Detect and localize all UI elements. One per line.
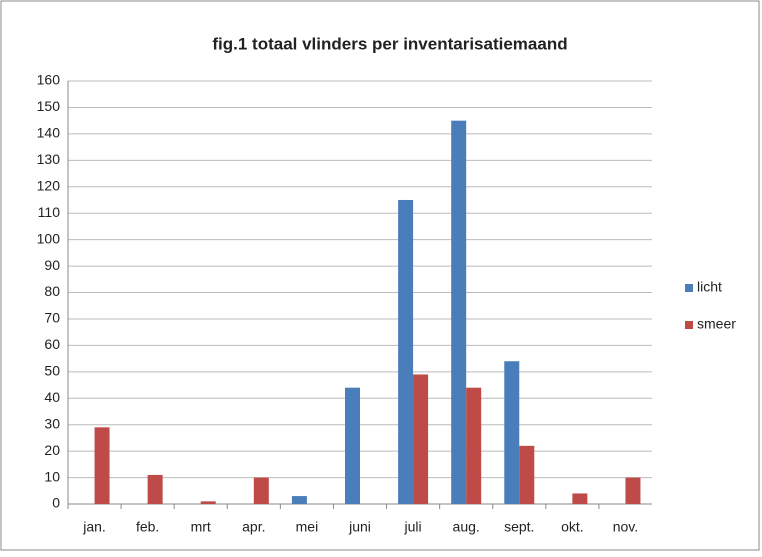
- y-tick-label: 0: [52, 495, 60, 511]
- x-tick-label: juni: [348, 519, 371, 535]
- bar: [451, 120, 467, 504]
- x-tick-label: feb.: [136, 519, 159, 535]
- y-tick-label: 80: [44, 283, 60, 299]
- y-tick-label: 30: [44, 415, 60, 431]
- x-tick-label: okt.: [561, 519, 584, 535]
- y-tick-label: 140: [37, 125, 61, 141]
- x-tick-label: mei: [296, 519, 319, 535]
- bar: [94, 427, 110, 504]
- y-tick-label: 90: [44, 257, 60, 273]
- bar: [253, 477, 269, 504]
- bar: [398, 199, 414, 504]
- x-tick-label: juli: [404, 519, 422, 535]
- y-tick-label: 160: [37, 72, 61, 88]
- bar: [504, 361, 520, 504]
- legend-swatch: [685, 284, 693, 292]
- y-tick-label: 150: [37, 98, 61, 114]
- x-tick-label: aug.: [453, 519, 480, 535]
- bar: [147, 474, 163, 504]
- y-tick-label: 10: [44, 468, 60, 484]
- y-tick-label: 70: [44, 310, 60, 326]
- chart-title: fig.1 totaal vlinders per inventarisatie…: [212, 34, 567, 53]
- y-tick-label: 40: [44, 389, 60, 405]
- y-tick-label: 130: [37, 151, 61, 167]
- y-tick-label: 20: [44, 442, 60, 458]
- bar: [572, 493, 588, 504]
- bar: [466, 387, 482, 504]
- legend-swatch: [685, 321, 693, 329]
- bar: [291, 496, 307, 504]
- x-tick-label: sept.: [504, 519, 534, 535]
- bar: [345, 387, 360, 504]
- x-tick-label: jan.: [82, 519, 106, 535]
- x-tick-label: nov.: [613, 519, 638, 535]
- bar: [413, 374, 429, 504]
- y-tick-label: 120: [37, 177, 61, 193]
- bar: [519, 445, 535, 504]
- bar: [200, 501, 216, 504]
- legend-label: licht: [697, 279, 722, 295]
- legend-label: smeer: [697, 316, 736, 332]
- y-tick-label: 110: [38, 204, 61, 220]
- y-tick-label: 50: [44, 363, 60, 379]
- y-tick-label: 60: [44, 336, 60, 352]
- y-tick-label: 100: [37, 230, 61, 246]
- bar: [625, 477, 641, 504]
- x-tick-label: mrt: [191, 519, 211, 535]
- x-tick-label: apr.: [242, 519, 265, 535]
